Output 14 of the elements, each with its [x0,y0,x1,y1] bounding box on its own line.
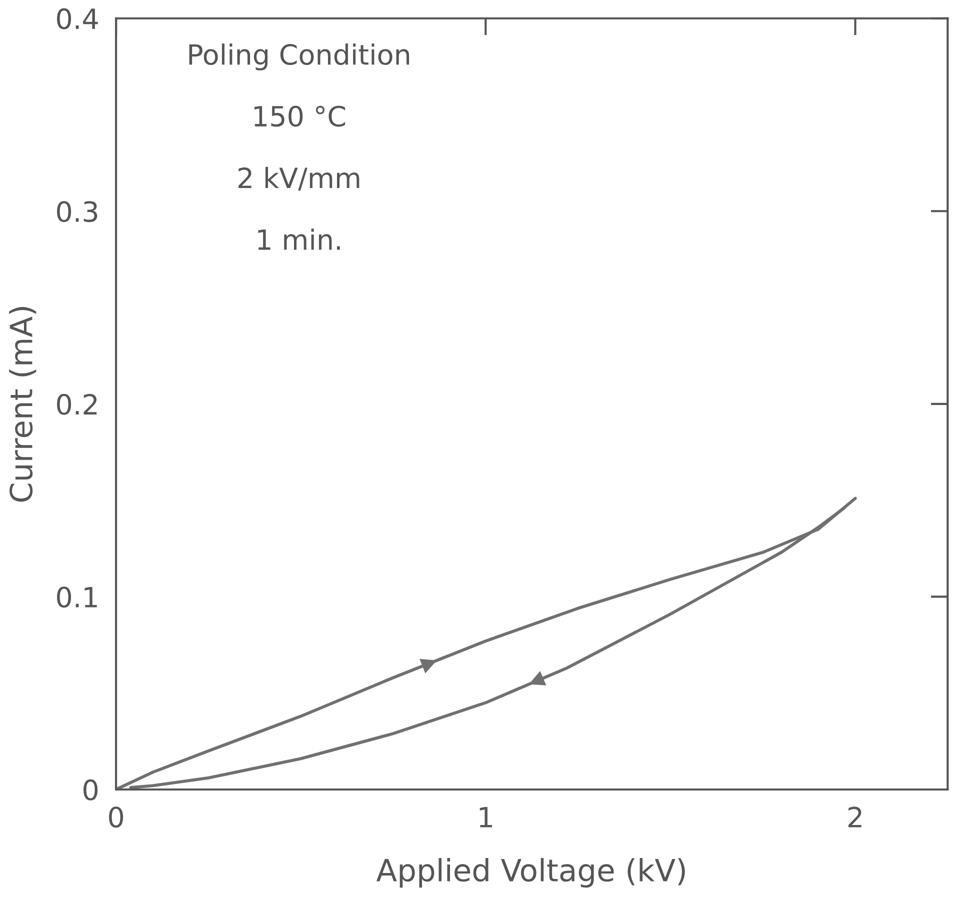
y-tick-label: 0.2 [57,394,97,415]
y-axis-title: Current (mA) [8,307,36,502]
x-tick-label: 2 [848,806,862,828]
annotation: 2 kV/mm [238,166,360,191]
x-tick-label: 1 [480,807,492,828]
x-tick-label: 0 [109,806,124,828]
x-axis-title: Applied Voltage (kV) [376,858,685,888]
annotation: 150 °C [254,106,346,127]
y-tick-label: 0.4 [57,8,98,30]
y-tick-label: 0.3 [57,201,98,222]
annotation: 1 min. [258,228,340,250]
y-tick-label: 0 [84,779,98,800]
y-tick-label: 0.1 [57,586,97,608]
annotation: Poling Condition [189,44,410,70]
